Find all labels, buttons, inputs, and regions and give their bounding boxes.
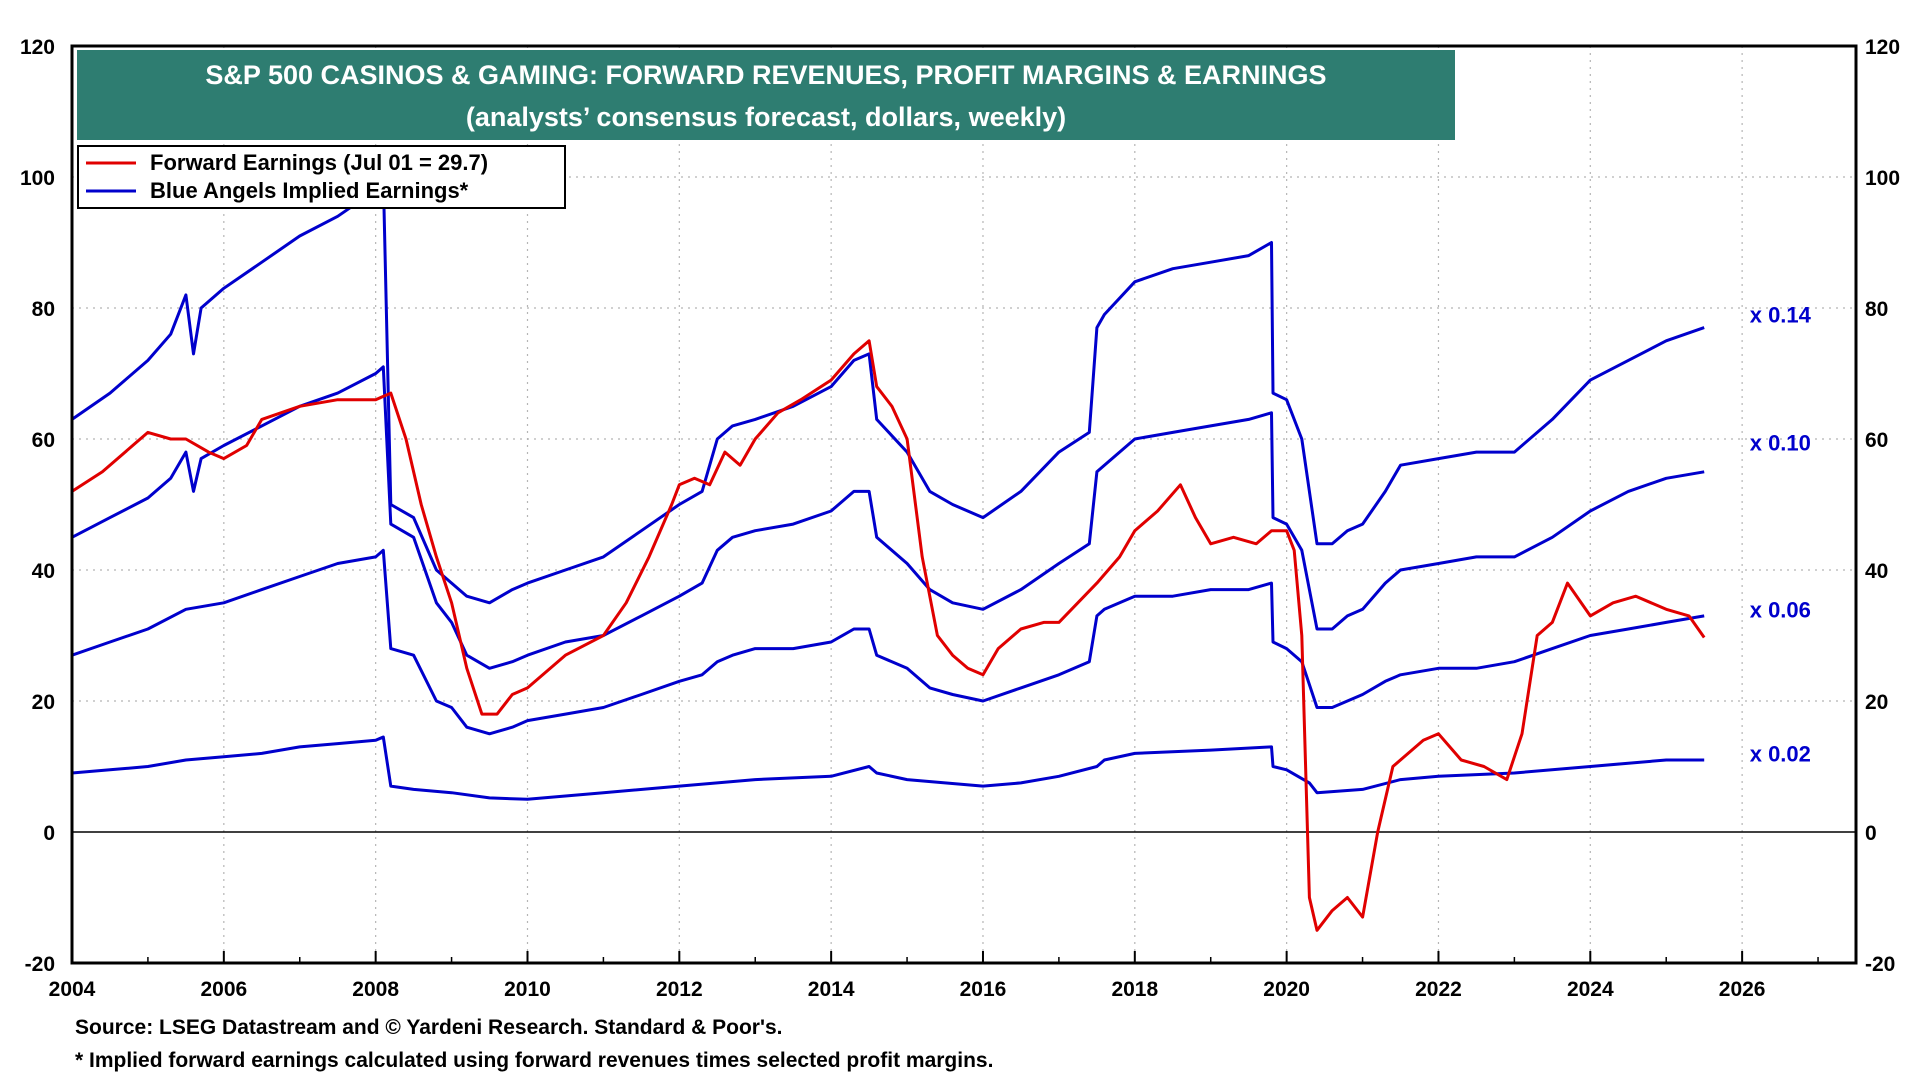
x-tick-label: 2008 xyxy=(352,978,399,1001)
y-axis: 120 120 100 100 80 80 60 60 40 40 20 20 0 0 -20 -20 xyxy=(20,36,1900,976)
multiplier-label: x 0.14 xyxy=(1750,303,1812,328)
y-tick-label-right: 100 xyxy=(1865,167,1900,190)
y-tick-label-right: 20 xyxy=(1865,691,1888,714)
multiplier-label: x 0.02 xyxy=(1750,741,1811,766)
multiplier-label: x 0.06 xyxy=(1750,597,1811,622)
x-tick-label: 2012 xyxy=(656,978,703,1001)
x-tick-label: 2026 xyxy=(1719,978,1766,1001)
title-box: S&P 500 CASINOS & GAMING: FORWARD REVENU… xyxy=(77,50,1455,140)
chart-subtitle: (analysts’ consensus forecast, dollars, … xyxy=(466,102,1066,132)
x-tick-label: 2014 xyxy=(808,978,855,1001)
source-note: Source: LSEG Datastream and © Yardeni Re… xyxy=(75,1016,783,1039)
legend: Forward Earnings (Jul 01 = 29.7) Blue An… xyxy=(77,145,566,209)
gridlines xyxy=(71,45,1856,964)
y-tick-label-left: 20 xyxy=(32,691,55,714)
y-tick-label-right: 60 xyxy=(1865,429,1888,452)
y-tick-label-right: -20 xyxy=(1865,953,1895,976)
legend-label-forward-earnings: Forward Earnings (Jul 01 = 29.7) xyxy=(150,150,488,175)
series-layer xyxy=(71,175,1706,932)
y-tick-label-right: 40 xyxy=(1865,560,1888,583)
y-tick-label-left: 120 xyxy=(20,36,55,59)
x-tick-label: 2022 xyxy=(1415,978,1462,1001)
legend-label-implied-earnings: Blue Angels Implied Earnings* xyxy=(150,178,469,203)
y-tick-label-left: 100 xyxy=(20,167,55,190)
y-tick-label-left: 0 xyxy=(43,822,55,845)
series-x-0-02 xyxy=(71,735,1705,801)
x-axis: 2004 2006 2008 2010 2012 2014 2016 2018 2020 2022… xyxy=(49,951,1819,1001)
y-tick-label-right: 0 xyxy=(1865,822,1877,845)
y-tick-label-left: 60 xyxy=(32,429,55,452)
series-x-0-06 xyxy=(71,548,1705,736)
y-tick-label-left: -20 xyxy=(25,953,55,976)
x-tick-label: 2016 xyxy=(960,978,1007,1001)
x-tick-label: 2010 xyxy=(504,978,551,1001)
plot-frame xyxy=(70,44,1858,965)
y-tick-label-right: 80 xyxy=(1865,298,1888,321)
y-tick-label-left: 80 xyxy=(32,298,55,321)
series-forward-earnings-jul-01-29-7 xyxy=(71,339,1706,932)
footnote: * Implied forward earnings calculated us… xyxy=(75,1049,994,1072)
multiplier-label: x 0.10 xyxy=(1750,430,1811,455)
y-tick-label-left: 40 xyxy=(32,560,55,583)
series-x-0-10 xyxy=(71,365,1705,670)
chart-title: S&P 500 CASINOS & GAMING: FORWARD REVENU… xyxy=(205,60,1326,90)
x-tick-label: 2004 xyxy=(49,978,96,1001)
multiplier-labels: x 0.14 x 0.10 x 0.06 x 0.02 xyxy=(1750,303,1812,767)
x-tick-label: 2006 xyxy=(200,978,247,1001)
x-tick-label: 2024 xyxy=(1567,978,1614,1001)
y-tick-label-right: 120 xyxy=(1865,36,1900,59)
x-tick-label: 2020 xyxy=(1263,978,1310,1001)
x-tick-label: 2018 xyxy=(1111,978,1158,1001)
series-x-0-14 xyxy=(71,175,1705,605)
